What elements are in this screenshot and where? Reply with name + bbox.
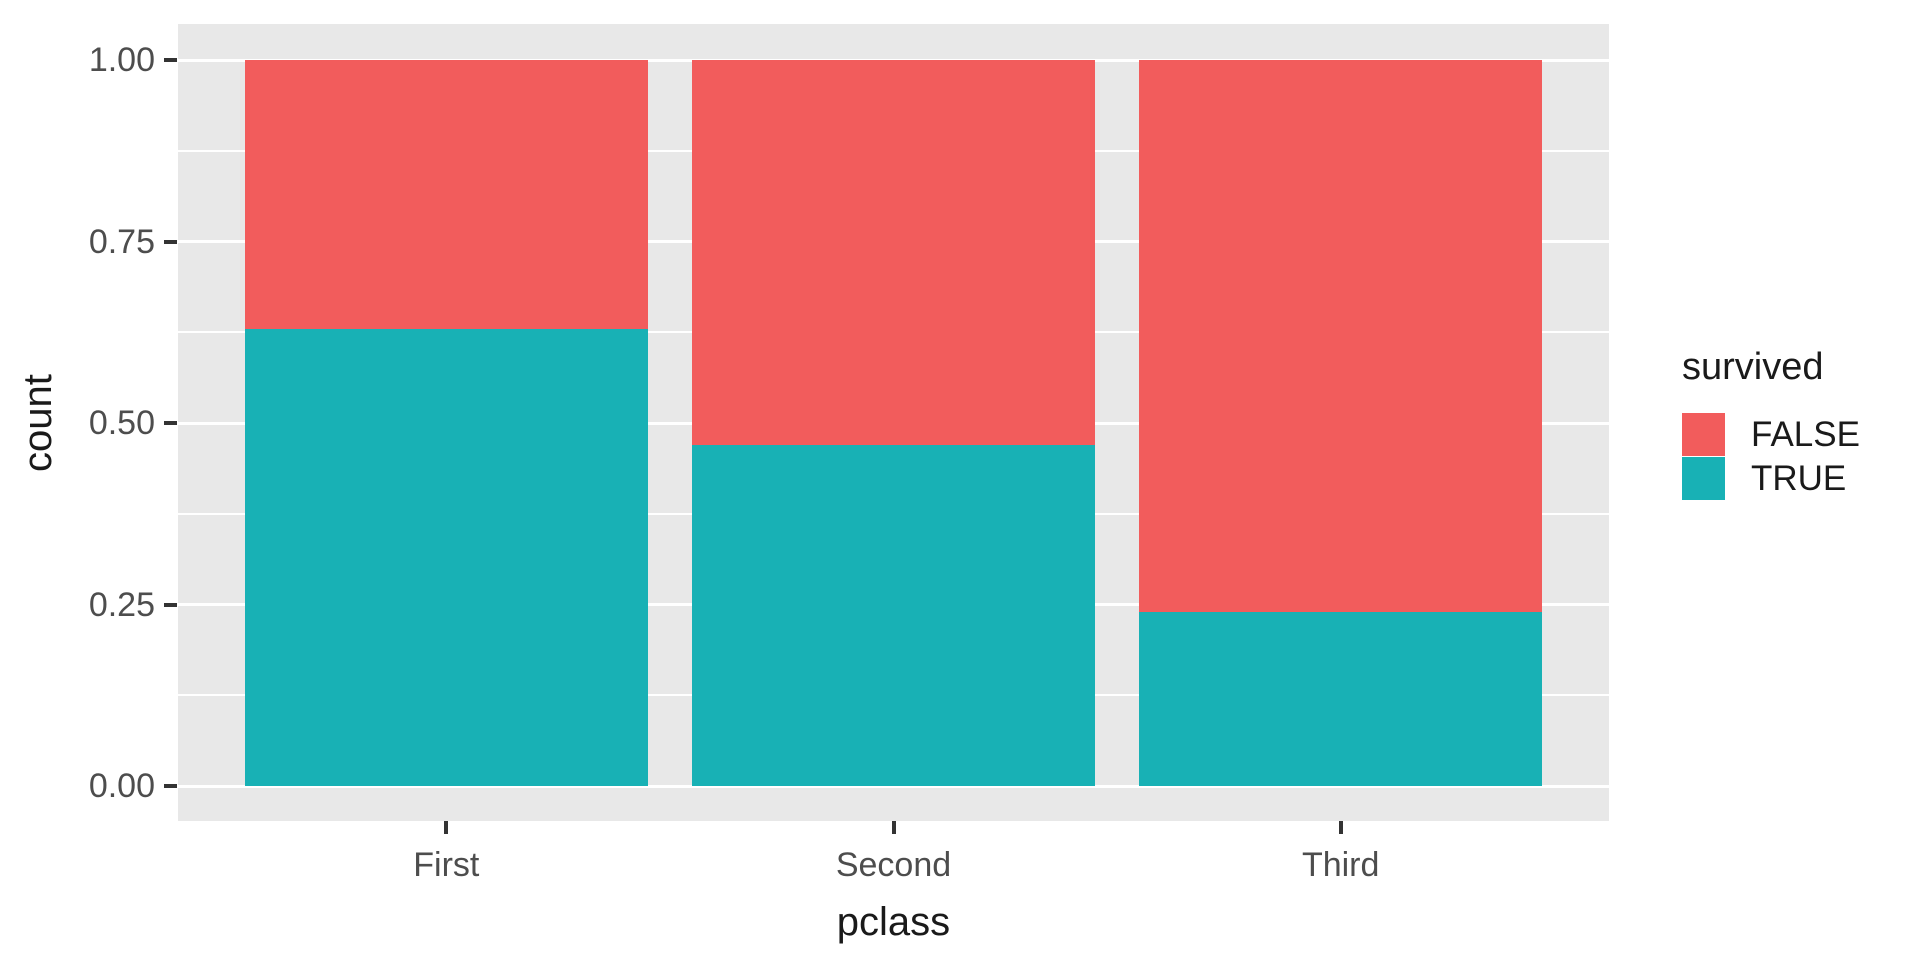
x-axis-tick-mark	[1338, 821, 1343, 834]
y-axis-tick-mark	[164, 784, 177, 788]
x-axis-title: pclass	[836, 900, 951, 944]
bar-segment-first-false	[245, 60, 648, 329]
bar-segment-third-true	[1139, 611, 1542, 786]
y-axis-tick-mark	[164, 58, 177, 62]
y-axis-tick-label: 0.25	[88, 585, 155, 624]
legend-label: FALSE	[1751, 414, 1860, 454]
plot-panel	[178, 24, 1609, 821]
y-axis-tick-mark	[164, 421, 177, 425]
legend-item-true: TRUE	[1682, 456, 1860, 500]
legend-swatch-false	[1682, 412, 1725, 456]
legend-swatch-true	[1682, 456, 1725, 500]
legend-title: survived	[1682, 346, 1824, 388]
y-axis-tick-mark	[164, 239, 177, 244]
bar-segment-third-false	[1139, 60, 1542, 612]
x-axis-tick-label: First	[413, 846, 480, 884]
y-axis-tick-label: 0.00	[88, 767, 155, 805]
gridline-major	[178, 784, 1609, 788]
x-axis-tick-mark	[891, 821, 896, 834]
y-axis-tick-label: 1.00	[88, 41, 155, 79]
y-axis-title: count	[16, 374, 60, 472]
legend-items: FALSE TRUE	[1682, 412, 1860, 500]
y-axis-tick-mark	[164, 602, 177, 607]
bar-segment-second-true	[692, 444, 1095, 786]
legend-item-false: FALSE	[1682, 412, 1860, 456]
y-axis-tick-label: 0.75	[88, 222, 155, 261]
x-axis-tick-label: Second	[835, 846, 952, 884]
bar-segment-first-true	[245, 328, 648, 786]
legend-label: TRUE	[1751, 458, 1847, 498]
bar-segment-second-false	[692, 60, 1095, 445]
legend: survived FALSE TRUE	[1682, 348, 1860, 500]
x-axis-tick-label: Third	[1301, 846, 1380, 884]
x-axis-tick-mark	[444, 821, 449, 834]
y-axis-tick-label: 0.50	[88, 404, 155, 442]
